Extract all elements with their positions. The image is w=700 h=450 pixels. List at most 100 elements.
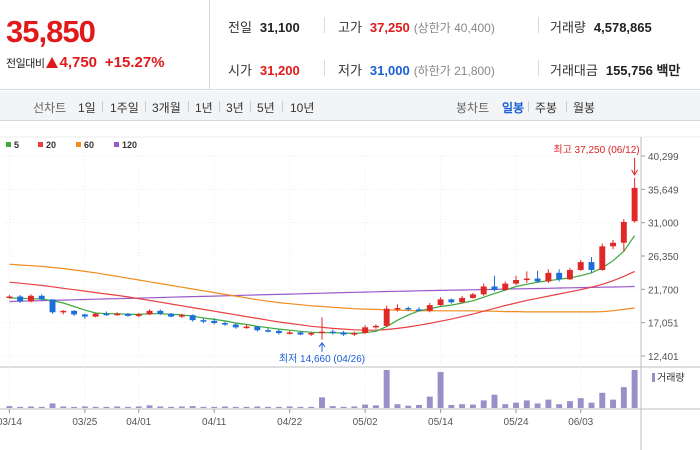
candle-body (383, 308, 390, 326)
volume-bar (620, 387, 627, 408)
candle-body (491, 286, 498, 291)
candle-body (178, 315, 185, 317)
candle-body (480, 286, 487, 295)
stat-volume: 거래량 4,578,865 (550, 17, 652, 36)
stat-extra: (상한가 40,400) (413, 21, 495, 35)
candle-body (631, 187, 638, 222)
volume-bar (610, 399, 617, 408)
tab-1d[interactable]: 1일 (78, 101, 96, 115)
volume-bar (254, 406, 261, 408)
candle-body (610, 242, 617, 247)
stat-value: 155,756 백만 (605, 63, 681, 78)
volume-bar (523, 400, 530, 408)
y-tick-label: 31,000 (648, 219, 679, 230)
legend-label: 5 (14, 140, 19, 150)
volume-bar (157, 406, 164, 408)
quote-header: 35,850 전일대비 4,750 +15.27% 전일 31,100 고가 37,2… (0, 0, 700, 90)
volume-bar (329, 406, 336, 408)
candle-body (405, 307, 412, 310)
volume-bar (383, 370, 390, 408)
tab-3m[interactable]: 3개월 (152, 101, 181, 115)
tab-weekly[interactable]: 주봉 (535, 101, 558, 115)
x-tick-label: 04/22 (277, 417, 302, 428)
high-annotation: 최고 37,250 (06/12) (553, 144, 639, 156)
x-tick-label: 05/14 (428, 417, 453, 428)
tab-5y[interactable]: 5년 (257, 101, 275, 115)
y-tick-label: 35,649 (648, 185, 679, 196)
tab-3y[interactable]: 3년 (226, 101, 244, 115)
candle-body (351, 333, 358, 335)
x-tick-label: 03/25 (72, 417, 97, 428)
candle-body (200, 320, 207, 322)
x-tick-label: 05/24 (504, 417, 529, 428)
ma-60-line (9, 263, 635, 313)
stat-label: 저가 (338, 63, 362, 78)
tab-1w[interactable]: 1주일 (110, 101, 139, 115)
change-percent: +15.27% (104, 54, 165, 71)
candle-body (513, 280, 519, 284)
price-change: 전일대비 4,750 +15.27% (6, 54, 165, 71)
stat-label: 시가 (228, 63, 252, 78)
volume-bar (92, 406, 99, 408)
volume-bar (232, 406, 239, 408)
volume-bar (168, 406, 175, 408)
stat-value: 31,200 (259, 63, 300, 78)
up-triangle-icon (46, 57, 59, 68)
volume-bar (71, 406, 78, 408)
candle-chart-title: 봉차트 (456, 101, 490, 115)
candle-body (588, 262, 595, 270)
volume-bar (17, 406, 24, 408)
candle-body (297, 332, 304, 335)
volume-bar (178, 406, 185, 408)
volume-bar (49, 403, 56, 408)
legend-swatch (6, 142, 11, 147)
candle-body (362, 327, 369, 334)
candle-body (437, 299, 444, 306)
volume-bar (566, 401, 573, 408)
high-arrow-head (631, 169, 639, 176)
candle-body (329, 331, 336, 334)
y-tick-label: 17,051 (648, 319, 679, 330)
volume-bar (286, 406, 293, 408)
candle-body (340, 332, 347, 335)
candle-body (49, 299, 56, 313)
stat-low: 저가 31,000 (하한가 21,800) (338, 60, 495, 79)
candle-body (265, 330, 272, 332)
candle-body (308, 333, 315, 335)
tab-1y[interactable]: 1년 (195, 101, 213, 115)
tab-10y[interactable]: 10년 (290, 101, 315, 115)
volume-bar (437, 371, 444, 408)
volume-bar (491, 394, 498, 408)
candle-body (459, 297, 466, 303)
candle-body (545, 272, 552, 282)
volume-bar (480, 400, 487, 408)
candle-body (426, 305, 433, 311)
tab-monthly[interactable]: 월봉 (573, 101, 596, 115)
ma-120-line (9, 285, 635, 303)
stat-value: 31,100 (259, 20, 300, 35)
candle-body (275, 330, 282, 334)
candle-body (577, 262, 584, 270)
volume-bar (243, 406, 250, 408)
legend-label: 120 (122, 140, 137, 150)
y-tick-label: 21,700 (648, 285, 679, 296)
candle-body (448, 299, 455, 303)
stat-amount: 거래대금 155,756 백만 (550, 60, 680, 79)
candle-body (71, 310, 78, 315)
volume-bar (599, 392, 606, 408)
stat-value: 31,000 (369, 63, 410, 78)
volume-bar (426, 396, 433, 408)
candle-body (319, 331, 325, 334)
stat-prev-close: 전일 31,100 (228, 17, 300, 36)
y-tick-label: 26,350 (648, 252, 679, 263)
candle-body (523, 278, 530, 281)
volume-bar (372, 405, 379, 408)
volume-bar (146, 405, 153, 408)
volume-bar (469, 404, 476, 408)
volume-bar (265, 406, 272, 408)
x-tick-label: 03/14 (0, 417, 22, 428)
volume-bar (319, 397, 325, 408)
tab-daily[interactable]: 일봉 (502, 101, 525, 115)
stat-value: 37,250 (369, 20, 410, 35)
volume-bar (502, 404, 509, 408)
